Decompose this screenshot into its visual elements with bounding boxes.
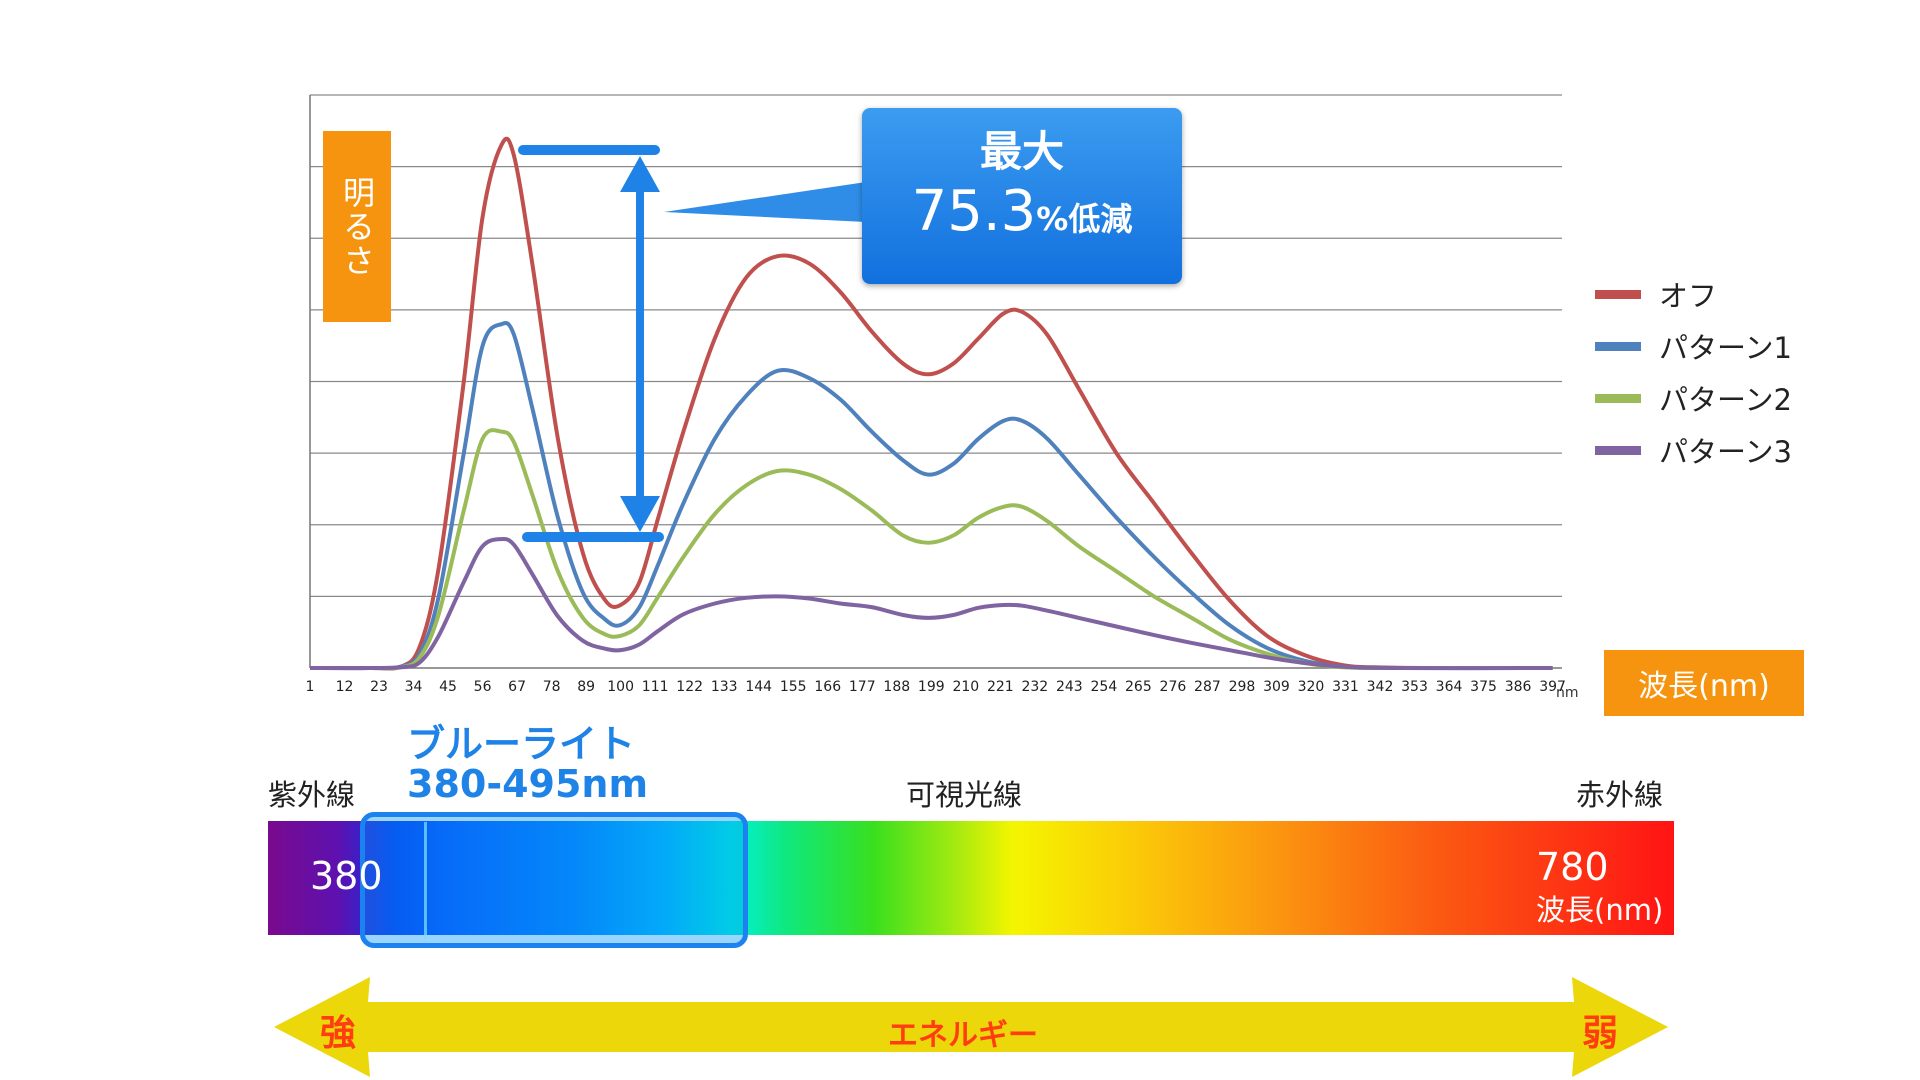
- energy-label: エネルギー: [888, 1018, 1038, 1053]
- bluelight-divider: [424, 822, 427, 939]
- callout-value: 75.3: [911, 179, 1037, 244]
- series-line: [309, 428, 1553, 671]
- legend-item: パターン2: [1595, 372, 1792, 424]
- x-tick-label: 386: [1505, 679, 1532, 695]
- x-tick-label: 221: [987, 679, 1014, 695]
- x-tick-label: 155: [780, 679, 807, 695]
- x-tick-label: 320: [1298, 679, 1325, 695]
- reduction-callout: 最大 75.3%低減: [862, 108, 1182, 284]
- energy-double-arrow: [274, 977, 1668, 1077]
- spectrum-start-value: 380: [310, 854, 383, 898]
- legend-item: パターン3: [1595, 424, 1792, 476]
- x-tick-label: 34: [405, 679, 423, 695]
- x-tick-label: 265: [1125, 679, 1152, 695]
- x-tick-label: 364: [1436, 679, 1463, 695]
- x-tick-label: 199: [918, 679, 945, 695]
- y-axis-label-badge: 明るさ: [323, 131, 391, 322]
- x-tick-label: 67: [508, 679, 526, 695]
- x-tick-label: 23: [370, 679, 388, 695]
- legend-label: パターン3: [1659, 435, 1793, 469]
- ir-label: 赤外線: [1576, 778, 1664, 812]
- callout-pointer: [664, 182, 866, 222]
- series-line: [309, 537, 1553, 671]
- spectrum-bar: [268, 821, 1674, 935]
- bluelight-heading: ブルーライト 380-495nm: [407, 724, 648, 804]
- reduction-arrow-down: [620, 496, 660, 532]
- x-tick-label: 89: [577, 679, 595, 695]
- x-tick-label: 122: [676, 679, 703, 695]
- x-tick-label: 397: [1539, 679, 1566, 695]
- x-tick-label: 111: [642, 679, 669, 695]
- legend-label: パターン1: [1659, 331, 1793, 365]
- x-tick-labels: 1 12 23 34 45 56 67 78 89 100 111 122 133 144 155 166 17…: [306, 679, 1566, 695]
- x-tick-label: 12: [336, 679, 354, 695]
- energy-strong-label: 強: [320, 1013, 357, 1054]
- bluelight-range: 380-495nm: [407, 762, 649, 806]
- chart-series: [309, 136, 1553, 671]
- x-tick-label: 353: [1401, 679, 1428, 695]
- reduction-indicator: [518, 145, 866, 542]
- energy-weak-label: 弱: [1582, 1013, 1619, 1054]
- visible-light-label: 可視光線: [906, 778, 1023, 812]
- x-tick-label: 375: [1470, 679, 1497, 695]
- x-tick-label: 287: [1194, 679, 1221, 695]
- reduction-arrow-up: [620, 156, 660, 192]
- callout-title: 最大: [979, 127, 1064, 176]
- legend-label: オフ: [1659, 279, 1718, 313]
- x-tick-label: 56: [474, 679, 492, 695]
- legend-swatch: [1595, 289, 1641, 299]
- y-axis-label: 明るさ: [338, 175, 376, 278]
- x-tick-label: 144: [745, 679, 772, 695]
- legend-label: パターン2: [1659, 383, 1793, 417]
- x-tick-label: 309: [1263, 679, 1290, 695]
- x-tick-label: 1: [306, 679, 315, 695]
- x-tick-label: 100: [607, 679, 634, 695]
- uv-label: 紫外線: [268, 778, 356, 812]
- x-axis-label-badge: 波長(nm): [1604, 650, 1804, 716]
- x-tick-label: 276: [1160, 679, 1187, 695]
- callout-suffix: %低減: [1036, 200, 1133, 238]
- x-tick-label: 45: [439, 679, 457, 695]
- legend-item: パターン1: [1595, 320, 1792, 372]
- x-tick-label: 232: [1021, 679, 1048, 695]
- x-axis-unit: nm: [1556, 685, 1579, 701]
- energy-arrow: [274, 977, 1668, 1077]
- x-tick-label: 188: [883, 679, 910, 695]
- x-tick-label: 133: [711, 679, 738, 695]
- x-tick-label: 298: [1229, 679, 1256, 695]
- spectrum-end-value: 780: [1536, 845, 1609, 889]
- legend-swatch: [1595, 445, 1641, 455]
- spectrum-end-unit: 波長(nm): [1536, 893, 1664, 927]
- series-line: [309, 136, 1553, 671]
- series-line: [309, 321, 1553, 671]
- x-tick-label: 78: [543, 679, 561, 695]
- x-tick-label: 342: [1367, 679, 1394, 695]
- x-tick-label: 210: [952, 679, 979, 695]
- x-tick-label: 254: [1091, 679, 1118, 695]
- x-tick-label: 166: [814, 679, 841, 695]
- bluelight-title: ブルーライト: [407, 722, 636, 766]
- x-axis-label: 波長(nm): [1638, 669, 1770, 704]
- legend-item: オフ: [1595, 268, 1792, 320]
- callout-value-line: 75.3%低減: [862, 184, 1182, 253]
- legend-swatch: [1595, 341, 1641, 351]
- chart-legend: オフパターン1 パターン2 パターン3: [1595, 268, 1792, 476]
- bluelight-highlight-box: [360, 812, 748, 948]
- x-tick-label: 243: [1056, 679, 1083, 695]
- x-tick-label: 177: [849, 679, 876, 695]
- legend-swatch: [1595, 393, 1641, 403]
- x-tick-label: 331: [1332, 679, 1359, 695]
